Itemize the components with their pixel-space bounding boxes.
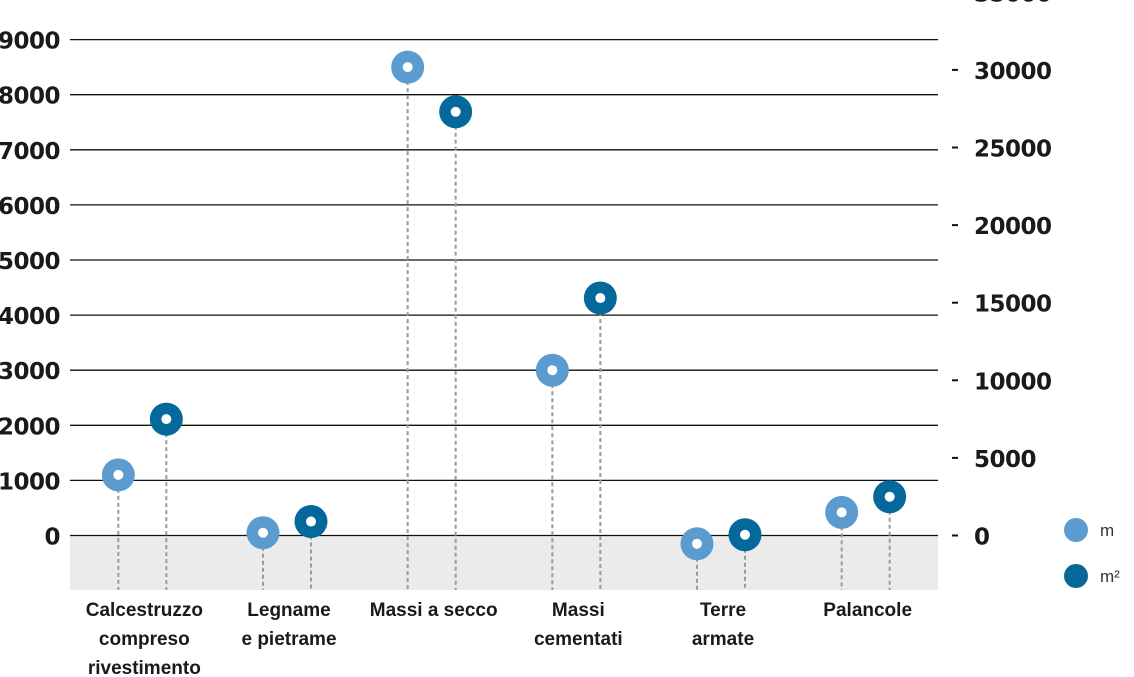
point-center [595,293,606,304]
left-tick-label: 2000 [0,414,60,440]
right-tick-label: 5000 [974,447,1036,473]
right-tick-label: 20000 [974,214,1052,240]
left-tick-label: 8000 [0,84,60,110]
left-tick-label: 5000 [0,249,60,275]
stems [117,67,891,590]
category-label: Legname e pietrame [241,600,336,650]
left-tick-label: 4000 [0,304,60,330]
category-label: Palancole [823,600,912,621]
category-label: Calcestruzzo compreso rivestimento [86,600,203,677]
left-tick-label: 9000 [0,29,60,55]
right-tick-label: 0 [974,525,990,551]
category-label: Massi a secco [370,600,498,621]
gridlines [70,38,938,537]
point-center [258,527,268,538]
point-center [161,414,172,425]
right-tick-label: 35000 [974,0,1052,7]
left-axis: 0 1000 2000 3000 4000 5000 6000 7000 8000 9000 [0,29,61,551]
left-tick-label: 3000 [0,359,60,385]
category-labels: Calcestruzzo compreso rivestimento Legname e… [86,600,912,677]
right-tick-label: 30000 [974,59,1052,85]
left-tick-label: 6000 [0,194,60,220]
left-tick-label: 7000 [0,139,60,165]
point-center [402,62,413,73]
point-center [692,538,702,549]
data-points [101,50,907,561]
legend-label: m² [1100,567,1120,586]
legend-swatch [1064,564,1088,588]
right-axis: 0 5000 10000 15000 20000 25000 30000 35000 [952,0,1052,551]
point-center [547,365,558,376]
point-center [113,469,124,480]
negative-region-band [70,535,938,590]
right-tick-label: 10000 [974,369,1052,395]
category-label: Massi cementati [534,600,623,650]
point-center [306,516,316,527]
right-tick-label: 15000 [974,292,1052,318]
point-center [740,529,750,540]
point-center [884,491,895,502]
left-tick-label: 1000 [0,469,60,495]
legend-swatch [1064,518,1088,542]
chart-background [70,535,938,590]
left-tick-label: 0 [44,525,60,551]
point-center [836,507,847,518]
point-center [450,106,461,117]
legend: m m² [1064,518,1120,588]
category-label: Terre armate [692,600,754,650]
legend-label: m [1100,521,1114,540]
right-tick-label: 25000 [974,137,1052,163]
